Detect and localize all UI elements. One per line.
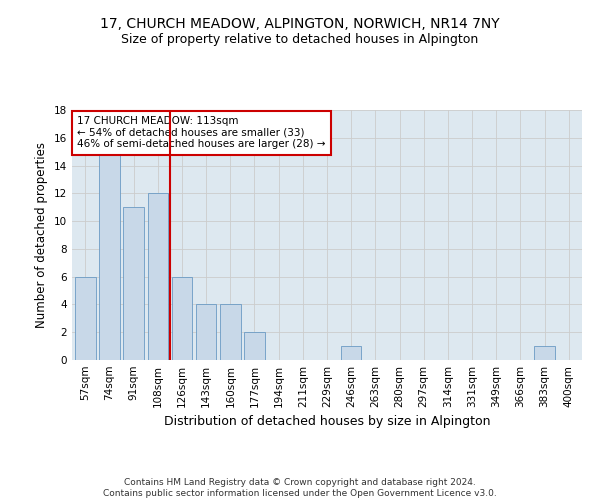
- Bar: [244, 332, 265, 360]
- Text: Size of property relative to detached houses in Alpington: Size of property relative to detached ho…: [121, 32, 479, 46]
- Bar: [341, 346, 361, 360]
- Text: 17, CHURCH MEADOW, ALPINGTON, NORWICH, NR14 7NY: 17, CHURCH MEADOW, ALPINGTON, NORWICH, N…: [100, 18, 500, 32]
- Bar: [124, 207, 144, 360]
- Bar: [148, 194, 168, 360]
- Bar: [172, 276, 192, 360]
- X-axis label: Distribution of detached houses by size in Alpington: Distribution of detached houses by size …: [164, 416, 490, 428]
- Bar: [220, 304, 241, 360]
- Bar: [99, 152, 120, 360]
- Bar: [75, 276, 95, 360]
- Text: Contains HM Land Registry data © Crown copyright and database right 2024.
Contai: Contains HM Land Registry data © Crown c…: [103, 478, 497, 498]
- Text: 17 CHURCH MEADOW: 113sqm
← 54% of detached houses are smaller (33)
46% of semi-d: 17 CHURCH MEADOW: 113sqm ← 54% of detach…: [77, 116, 326, 150]
- Bar: [196, 304, 217, 360]
- Bar: [534, 346, 555, 360]
- Y-axis label: Number of detached properties: Number of detached properties: [35, 142, 49, 328]
